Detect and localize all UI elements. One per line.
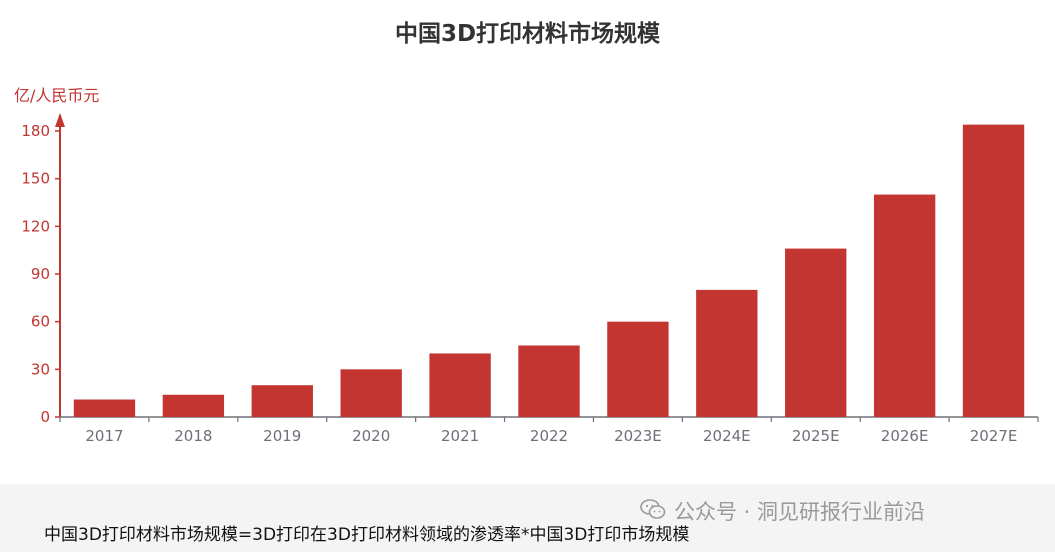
bar-2019 <box>251 385 313 417</box>
y-axis-arrow-icon <box>55 113 65 127</box>
x-tick-label: 2019 <box>263 427 301 445</box>
chart-title: 中国3D打印材料市场规模 <box>394 21 661 47</box>
x-tick-label: 2018 <box>174 427 212 445</box>
x-tick-label: 2017 <box>85 427 123 445</box>
watermark-text: 公众号 · 洞见研报行业前沿 <box>674 500 926 524</box>
caption: 中国3D打印材料市场规模=3D打印在3D打印材料领域的渗透率*中国3D打印市场规… <box>44 525 690 545</box>
y-tick-label: 0 <box>40 408 50 426</box>
bar-2018 <box>162 394 225 417</box>
y-axis-label: 亿/人民币元 <box>14 86 99 105</box>
bar-2022 <box>518 345 580 417</box>
y-tick-label: 30 <box>31 360 50 378</box>
x-tick-label: 2027E <box>970 427 1018 445</box>
x-axis: 2017 2018 2019 2020 2021 2022 2023E 2024E 2025E 2… <box>59 416 1039 445</box>
x-tick-label: 2026E <box>881 427 929 445</box>
y-axis: 0 30 60 90 120 150 180 <box>21 113 65 426</box>
bar-2024E <box>696 289 758 417</box>
x-tick-label: 2021 <box>441 427 479 445</box>
bar-2021 <box>429 353 491 417</box>
x-tick-label: 2025E <box>792 427 840 445</box>
bar-chart: 0 30 60 90 120 150 180 2017 2018 2019 2020 2021 202… <box>14 86 1039 445</box>
bar-2025E <box>785 248 847 417</box>
bar-2023E <box>607 321 669 417</box>
x-tick-label: 2022 <box>530 427 568 445</box>
y-tick-label: 60 <box>31 313 50 331</box>
x-tick-label: 2023E <box>614 427 662 445</box>
x-tick-label: 2024E <box>703 427 751 445</box>
y-tick-label: 120 <box>21 217 50 235</box>
bar-2027E <box>962 124 1025 418</box>
y-tick-label: 150 <box>21 170 50 188</box>
bar-2020 <box>340 369 402 417</box>
bar-2017 <box>73 399 136 417</box>
y-tick-label: 180 <box>21 122 50 140</box>
bars <box>73 124 1025 418</box>
wechat-icon <box>640 499 666 519</box>
bar-2026E <box>873 194 936 417</box>
footer-band <box>0 484 1055 552</box>
y-tick-label: 90 <box>31 265 50 283</box>
x-tick-label: 2020 <box>352 427 390 445</box>
